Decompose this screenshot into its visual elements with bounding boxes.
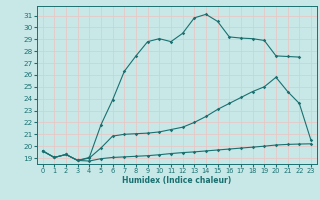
X-axis label: Humidex (Indice chaleur): Humidex (Indice chaleur) xyxy=(122,176,231,185)
